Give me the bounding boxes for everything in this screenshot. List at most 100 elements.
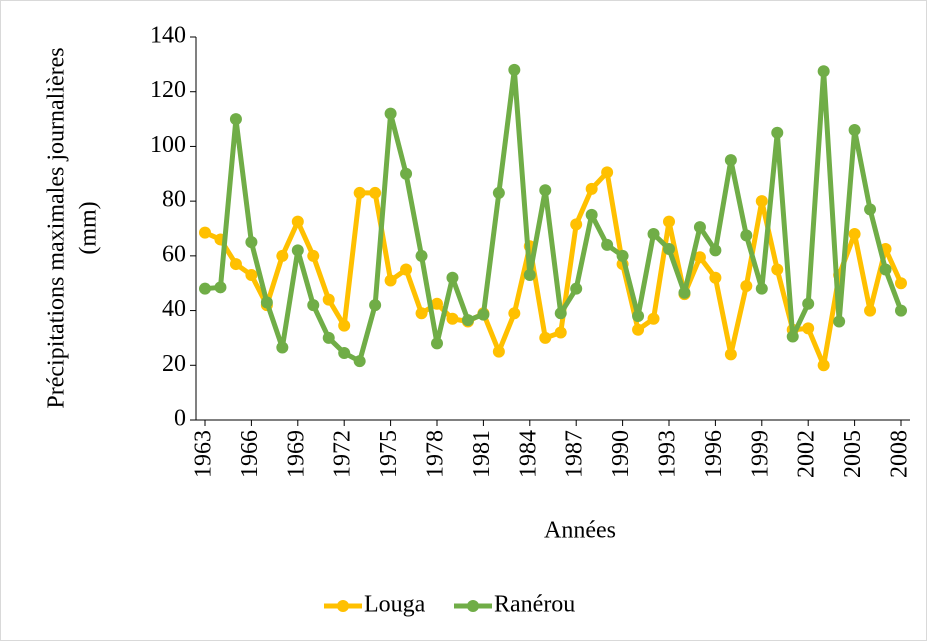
data-point (693, 251, 706, 264)
data-point (508, 307, 521, 320)
y-tick-label: 40 (162, 296, 186, 322)
x-tick-label: 2005 (840, 430, 866, 478)
data-point (369, 299, 382, 312)
data-point (276, 341, 289, 354)
data-point (307, 299, 320, 312)
data-point (693, 221, 706, 234)
data-point (291, 244, 304, 257)
data-point (601, 238, 614, 251)
data-point (554, 307, 567, 320)
data-point (740, 229, 753, 242)
data-point (431, 337, 443, 350)
data-point (709, 244, 722, 257)
data-point (199, 226, 211, 239)
data-point (755, 282, 768, 295)
x-tick-label: 1996 (701, 430, 727, 478)
y-axis-label: Précipitations maximales journalières (m… (44, 47, 102, 408)
data-point (570, 282, 583, 295)
data-point (755, 195, 768, 208)
data-point (508, 63, 521, 76)
data-point (663, 215, 675, 228)
data-point (369, 186, 382, 199)
data-point (539, 331, 552, 344)
data-point (229, 113, 242, 126)
y-tick-label: 100 (150, 132, 186, 158)
data-point (431, 297, 443, 310)
data-point (601, 166, 614, 179)
y-tick-label: 20 (162, 351, 186, 377)
x-tick-label: 1963 (191, 430, 217, 478)
data-point (864, 304, 877, 317)
data-point (461, 314, 474, 327)
x-tick-label: 1999 (747, 430, 773, 478)
x-tick-label: 2008 (887, 430, 913, 478)
data-point (632, 323, 645, 336)
data-point (245, 236, 258, 249)
data-point (307, 249, 320, 262)
x-tick-label: 1969 (283, 430, 309, 478)
data-point (771, 263, 784, 276)
data-point (585, 208, 598, 221)
data-point (492, 186, 505, 199)
data-point (322, 331, 335, 344)
legend-label: Ranérou (494, 592, 575, 618)
data-point (245, 269, 258, 282)
data-point (724, 348, 737, 361)
data-point (199, 282, 211, 295)
series-line (204, 67, 904, 364)
data-point (214, 281, 227, 294)
x-tick-label: 1987 (562, 430, 588, 478)
legend-marker (467, 600, 479, 612)
data-point (446, 312, 459, 325)
legend-marker (337, 600, 349, 612)
x-axis-label: Années (544, 518, 616, 544)
y-tick-label: 80 (162, 187, 186, 213)
x-tick-label: 1972 (330, 430, 356, 478)
x-tick-label: 1978 (423, 430, 449, 478)
data-point (709, 271, 722, 284)
data-point (415, 307, 428, 320)
data-point (492, 345, 505, 358)
y-tick-label: 140 (150, 23, 186, 49)
x-tick-label: 1975 (376, 430, 402, 478)
x-tick-label: 2002 (794, 430, 820, 478)
data-point (848, 124, 861, 137)
data-point (384, 107, 397, 120)
data-point (678, 286, 691, 299)
data-point (632, 310, 645, 323)
data-point (585, 182, 598, 195)
data-point (353, 186, 366, 199)
data-point (848, 227, 861, 240)
data-point (477, 308, 490, 321)
legend-item: Louga (324, 592, 426, 618)
legend-item: Ranérou (454, 592, 575, 618)
data-point (864, 203, 877, 216)
data-point (724, 154, 737, 167)
y-tick-label: 0 (174, 406, 186, 432)
data-point (554, 326, 567, 339)
x-tick-label: 1984 (515, 430, 541, 478)
data-point (817, 65, 830, 78)
data-point (895, 277, 907, 290)
y-tick-label: 120 (150, 77, 186, 103)
data-point (570, 218, 583, 231)
data-point (276, 249, 289, 262)
data-point (647, 312, 660, 325)
data-point (322, 293, 335, 306)
data-point (400, 263, 413, 276)
data-point (879, 263, 892, 276)
data-point (260, 296, 273, 309)
data-point (817, 359, 830, 372)
y-tick-label: 60 (162, 241, 186, 267)
data-point (291, 215, 304, 228)
y-axis-label-line: (mm) (76, 201, 102, 254)
legend-label: Louga (364, 592, 426, 618)
data-point (353, 355, 366, 368)
series-line (203, 169, 904, 368)
data-point (740, 279, 753, 292)
data-point (446, 271, 459, 284)
y-axis-label-line: Précipitations maximales journalières (44, 47, 70, 408)
data-point (338, 346, 351, 359)
